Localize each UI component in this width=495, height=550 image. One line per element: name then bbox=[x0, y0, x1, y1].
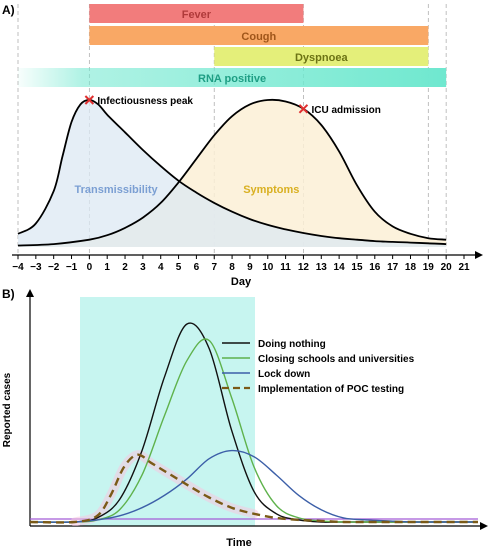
tick-label: 15 bbox=[351, 262, 363, 273]
period-label-fever: Fever bbox=[182, 9, 212, 21]
panel-b-plot bbox=[26, 289, 488, 530]
tick-label: 17 bbox=[387, 262, 399, 273]
series-label-transmissibility: Transmissibility bbox=[75, 184, 159, 196]
panel-a-x-axis: −4 −3 −2 −1 0 1 2 3 4 5 6 7 8 9 10 11 12 13 14 15 16 17 18 19 20… bbox=[12, 251, 483, 273]
cross-mark bbox=[298, 104, 309, 114]
x-axis-arrow bbox=[480, 522, 488, 530]
legend-label-closing-schools-and-universities: Closing schools and universities bbox=[258, 354, 415, 365]
period-bar-rna-positive bbox=[18, 68, 447, 87]
tick-label: −3 bbox=[30, 262, 42, 273]
area-symptoms bbox=[18, 99, 447, 247]
tick-label: 10 bbox=[262, 262, 274, 273]
tick-label: 18 bbox=[405, 262, 417, 273]
tick-label: 1 bbox=[104, 262, 110, 273]
tick-label: 7 bbox=[211, 262, 217, 273]
annotation-label: Infectiousness peak bbox=[97, 96, 193, 107]
tick-label: −2 bbox=[48, 262, 60, 273]
tick-label: 9 bbox=[247, 262, 253, 273]
legend-label-lock-down: Lock down bbox=[258, 369, 310, 380]
tick-label: 21 bbox=[458, 262, 470, 273]
tick-label: 2 bbox=[122, 262, 128, 273]
period-bar-dyspnoea bbox=[214, 47, 429, 66]
tick-label: 11 bbox=[280, 262, 291, 273]
line-symptoms bbox=[17, 98, 447, 247]
cross-mark bbox=[84, 95, 95, 105]
tick-label: −4 bbox=[12, 262, 24, 273]
annotation-label: ICU admission bbox=[311, 105, 380, 116]
panel-a-curves: Transmissibility Symptoms Infectiousness p… bbox=[17, 95, 447, 247]
axis-arrow bbox=[475, 251, 483, 259]
tick-label: −1 bbox=[66, 262, 78, 273]
intervention-window bbox=[80, 297, 255, 526]
panel-b-legend: Doing nothing Closing schools and univers… bbox=[222, 339, 415, 395]
tick-label: 5 bbox=[176, 262, 182, 273]
panel-b-x-axis-label: Time bbox=[226, 537, 251, 549]
legend-label-implementation-of-poc-testing: Implementation of POC testing bbox=[258, 384, 404, 395]
series-label-symptoms: Symptoms bbox=[243, 184, 299, 196]
panel-a-label: A) bbox=[2, 3, 15, 17]
tick-label: 12 bbox=[298, 262, 310, 273]
tick-label: 3 bbox=[140, 262, 146, 273]
tick-label: 4 bbox=[158, 262, 164, 273]
panel-b-label: B) bbox=[2, 287, 15, 301]
tick-label: 8 bbox=[229, 262, 235, 273]
tick-label: 0 bbox=[87, 262, 93, 273]
tick-label: 14 bbox=[334, 262, 346, 273]
tick-label: 6 bbox=[194, 262, 200, 273]
tick-label: 16 bbox=[369, 262, 381, 273]
tick-label: 20 bbox=[441, 262, 453, 273]
period-bar-cough bbox=[89, 26, 429, 45]
legend-label-doing-nothing: Doing nothing bbox=[258, 339, 326, 350]
period-label-rna-positive: RNA positive bbox=[198, 73, 266, 85]
area-transmissibility bbox=[18, 100, 447, 247]
annotation-infectiousness-peak: Infectiousness peak bbox=[84, 95, 193, 107]
period-label-dyspnoea: Dyspnoea bbox=[295, 52, 348, 64]
tick-label: 19 bbox=[423, 262, 435, 273]
panel-a-x-axis-label: Day bbox=[231, 276, 252, 288]
panel-b-y-axis-label: Reported cases bbox=[2, 372, 13, 447]
panel-a-symptom-periods: Fever Cough Dyspnoea RNA positive bbox=[18, 4, 447, 87]
period-label-cough: Cough bbox=[241, 31, 276, 43]
y-axis-arrow bbox=[26, 289, 34, 297]
period-bar-fever bbox=[89, 4, 304, 23]
line-transmissibility bbox=[17, 99, 447, 245]
series-group bbox=[30, 322, 478, 526]
tick-label: 13 bbox=[316, 262, 328, 273]
annotation-icu-admission: ICU admission bbox=[298, 104, 381, 116]
series-line-implementation-of-poc-testing bbox=[30, 453, 478, 524]
